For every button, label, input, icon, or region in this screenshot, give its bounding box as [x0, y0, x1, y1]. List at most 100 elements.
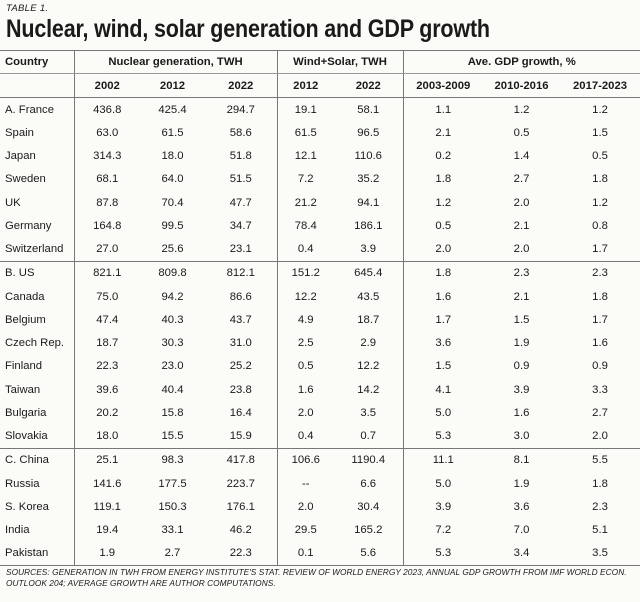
value-cell: 0.9 — [513, 360, 530, 373]
value-cell: 16.4 — [229, 406, 252, 419]
header-year: 2003-2009 — [402, 73, 484, 98]
value-cell: 1.7 — [592, 313, 608, 326]
value-cell: 1.6 — [402, 285, 484, 309]
value-cell: 5.0 — [402, 472, 484, 496]
value-cell: 110.6 — [354, 150, 382, 163]
value-cell: 150.3 — [158, 500, 187, 513]
value-cell: 0.5 — [402, 214, 484, 238]
value-cell: 2.9 — [360, 337, 377, 350]
value-cell: 18.7 — [73, 331, 140, 355]
value-cell: 1.9 — [513, 337, 530, 350]
value-cell: 2.1 — [513, 290, 530, 303]
value-cell: 141.6 — [73, 472, 140, 496]
value-cell: 151.2 — [276, 260, 334, 285]
value-cell: 0.5 — [513, 126, 530, 139]
value-cell: 294.7 — [205, 97, 277, 122]
value-cell: 417.8 — [205, 447, 277, 472]
value-cell: 30.3 — [161, 337, 184, 350]
value-cell: 2.7 — [592, 406, 608, 419]
table-row: S. Korea 119.1 150.3 176.1 2.0 30.4 3.9 3.6 2.3 — [0, 495, 640, 519]
value-cell: 58.1 — [334, 97, 404, 122]
header-country: Country — [0, 50, 74, 74]
value-cell: 94.2 — [161, 290, 184, 303]
table-row: Taiwan 39.6 40.4 23.8 1.6 14.2 4.1 3.9 3.3 — [0, 378, 640, 402]
value-cell: 812.1 — [205, 260, 277, 285]
country-cell: Finland — [5, 360, 43, 373]
value-cell: 425.4 — [140, 97, 205, 122]
header-year: 2022 — [334, 73, 404, 98]
header-windsolar: Wind+Solar, TWH — [276, 50, 404, 74]
value-cell: 61.5 — [161, 126, 184, 139]
value-cell: 3.4 — [483, 541, 561, 566]
value-cell: 35.2 — [357, 173, 380, 186]
table-body: A. France 436.8 425.4 294.7 19.1 58.1 1.1 1.2 1.… — [0, 97, 640, 566]
value-cell: 5.1 — [592, 524, 608, 537]
table-row: Pakistan 1.9 2.7 22.3 0.1 5.6 5.3 3.4 3.5 — [0, 541, 640, 566]
value-cell: 12.1 — [276, 144, 334, 168]
value-cell: 3.9 — [513, 383, 530, 396]
value-cell: 176.1 — [226, 500, 255, 513]
country-cell: Russia — [5, 477, 40, 490]
value-cell: 1.1 — [402, 97, 484, 122]
country-cell: C. China — [0, 447, 74, 472]
header-year: 2002 — [73, 73, 140, 98]
country-cell: Bulgaria — [5, 406, 47, 419]
value-cell: 12.2 — [357, 360, 380, 373]
header-row-groups: Country Nuclear generation, TWH Wind+Sol… — [0, 50, 640, 74]
value-cell: 2.3 — [483, 260, 561, 285]
value-cell: 5.3 — [402, 424, 484, 449]
value-cell: 1.5 — [592, 126, 608, 139]
value-cell: 821.1 — [73, 260, 140, 285]
value-cell: 1.5 — [513, 313, 530, 326]
header-gdp: Ave. GDP growth, % — [402, 50, 640, 74]
country-cell: Switzerland — [5, 243, 64, 256]
value-cell: 46.2 — [229, 524, 252, 537]
value-cell: 2.0 — [276, 401, 334, 425]
value-cell: 96.5 — [357, 126, 380, 139]
country-cell: UK — [5, 196, 21, 209]
value-cell: 2.7 — [140, 541, 205, 566]
value-cell: 1.2 — [560, 97, 640, 122]
value-cell: 31.0 — [229, 337, 252, 350]
value-cell: 22.3 — [205, 541, 277, 566]
value-cell: 15.5 — [161, 430, 184, 443]
value-cell: 87.8 — [73, 191, 140, 215]
value-cell: 51.8 — [229, 150, 252, 163]
value-cell: 5.5 — [560, 447, 640, 472]
country-cell: Czech Rep. — [5, 337, 65, 350]
header-year: 2012 — [276, 73, 334, 98]
value-cell: 3.5 — [560, 541, 640, 566]
country-cell: Belgium — [5, 313, 46, 326]
value-cell: 1.6 — [276, 378, 334, 402]
table-label: TABLE 1. — [6, 3, 49, 14]
value-cell: 1.9 — [73, 541, 140, 566]
value-cell: 3.9 — [402, 495, 484, 519]
table-row: Finland 22.3 23.0 25.2 0.5 12.2 1.5 0.9 0.9 — [0, 354, 640, 378]
value-cell: 5.6 — [334, 541, 404, 566]
header-year: 2022 — [205, 73, 277, 98]
value-cell: 2.0 — [276, 495, 334, 519]
value-cell: 18.0 — [161, 150, 184, 163]
value-cell: 3.0 — [513, 430, 530, 443]
value-cell: 18.7 — [357, 313, 380, 326]
value-cell: 70.4 — [161, 196, 184, 209]
value-cell: 1.6 — [513, 406, 530, 419]
value-cell: 1.6 — [592, 337, 608, 350]
value-cell: 223.7 — [226, 477, 255, 490]
value-cell: 20.2 — [73, 401, 140, 425]
value-cell: 119.1 — [73, 495, 140, 519]
value-cell: 14.2 — [357, 383, 380, 396]
table-row: Germany 164.8 99.5 34.7 78.4 186.1 0.5 2.1 0.8 — [0, 214, 640, 238]
value-cell: 2.3 — [592, 500, 608, 513]
value-cell: 809.8 — [140, 260, 205, 285]
header-row-years: 2002 2012 2022 2012 2022 2003-2009 2010-… — [0, 73, 640, 98]
value-cell: 0.7 — [360, 430, 377, 443]
value-cell: 98.3 — [140, 447, 205, 472]
value-cell: -- — [276, 472, 334, 496]
country-cell: Pakistan — [0, 541, 74, 566]
value-cell: 1.2 — [402, 191, 484, 215]
value-cell: 1.7 — [402, 308, 484, 332]
value-cell: 94.1 — [357, 196, 380, 209]
value-cell: 2.1 — [402, 121, 484, 145]
table-row: B. US 821.1 809.8 812.1 151.2 645.4 1.8 2.3 2.3 — [0, 260, 640, 285]
